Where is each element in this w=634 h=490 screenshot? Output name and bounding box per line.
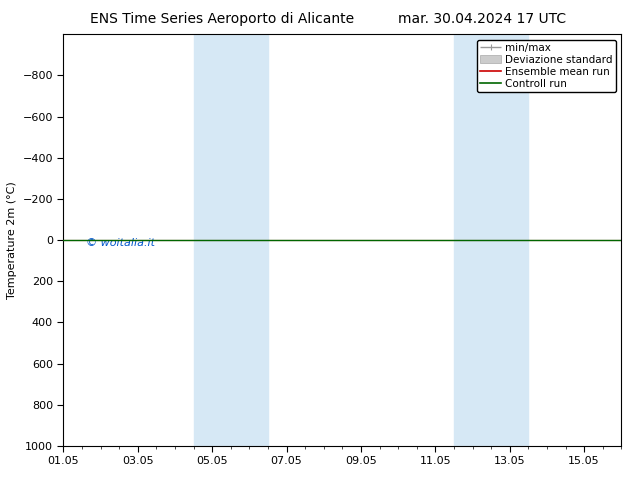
- Y-axis label: Temperature 2m (°C): Temperature 2m (°C): [7, 181, 17, 299]
- Text: mar. 30.04.2024 17 UTC: mar. 30.04.2024 17 UTC: [398, 12, 566, 26]
- Legend: min/max, Deviazione standard, Ensemble mean run, Controll run: min/max, Deviazione standard, Ensemble m…: [477, 40, 616, 92]
- Bar: [454, 34, 528, 446]
- Text: ENS Time Series Aeroporto di Alicante: ENS Time Series Aeroporto di Alicante: [90, 12, 354, 26]
- Text: © woitalia.it: © woitalia.it: [86, 238, 155, 248]
- Bar: [193, 34, 268, 446]
